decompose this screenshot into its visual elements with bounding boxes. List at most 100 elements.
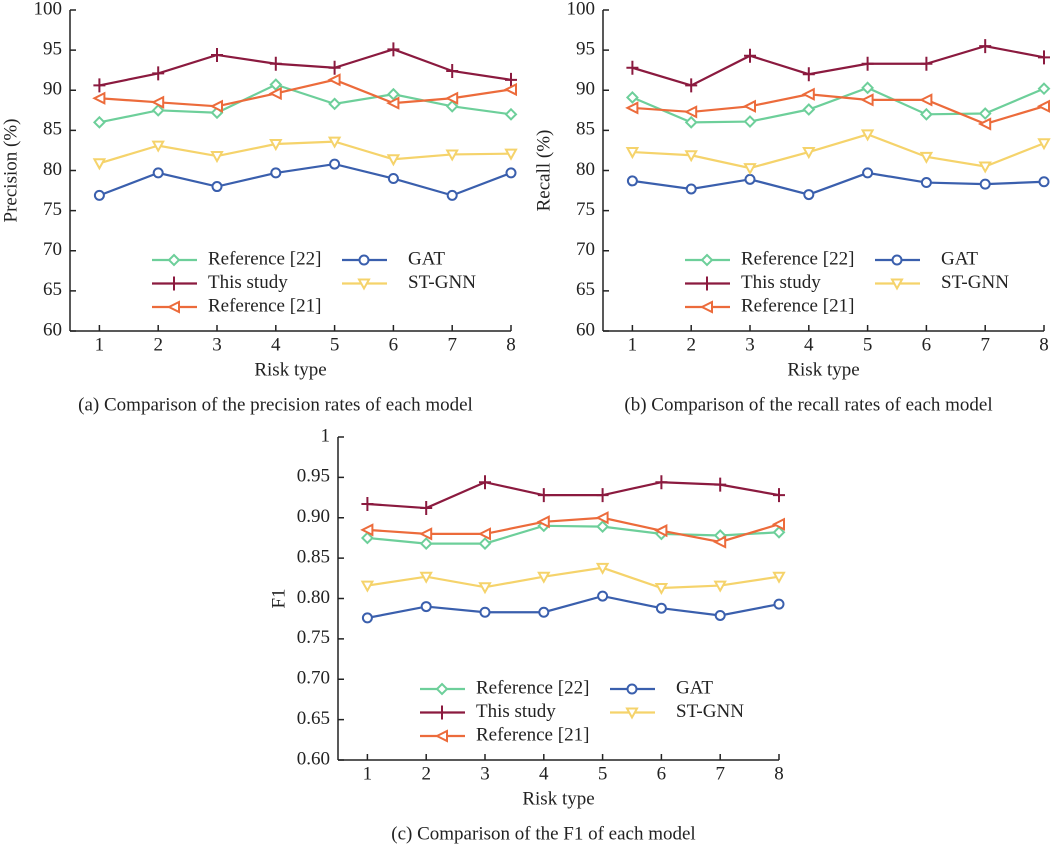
marker	[478, 582, 492, 595]
marker	[386, 87, 400, 101]
marker	[596, 520, 610, 534]
y-axis-label: Precision (%)	[0, 119, 21, 223]
marker	[1037, 82, 1051, 96]
y-tick-label: 0.80	[297, 587, 330, 608]
marker	[1038, 50, 1050, 65]
x-tick-label: 2	[421, 763, 431, 784]
series-line	[99, 78, 512, 108]
marker	[890, 278, 904, 291]
marker	[166, 300, 180, 314]
legend-label: Reference [21]	[476, 724, 589, 745]
marker	[655, 602, 667, 614]
legend-label: ST-GNN	[408, 272, 476, 293]
marker	[597, 590, 609, 602]
marker	[801, 87, 815, 101]
legend-label: Reference [22]	[208, 248, 321, 269]
marker	[537, 571, 551, 584]
legend-label: Reference [22]	[741, 248, 854, 269]
marker	[861, 81, 875, 95]
marker	[919, 93, 933, 107]
marker	[435, 682, 449, 696]
marker	[891, 254, 903, 266]
y-tick-label: 75	[43, 199, 62, 220]
marker	[919, 151, 934, 164]
x-tick-label: 7	[980, 334, 990, 355]
marker	[445, 149, 459, 162]
marker	[537, 488, 550, 503]
x-tick-label: 3	[212, 334, 222, 355]
marker	[772, 525, 786, 539]
y-tick-label: 0.70	[297, 668, 330, 689]
marker	[920, 177, 932, 189]
marker	[505, 72, 517, 87]
y-axis-label: Recall (%)	[533, 130, 554, 212]
series-line	[99, 48, 512, 87]
marker	[328, 97, 342, 111]
legend-label: Reference [21]	[741, 295, 854, 316]
x-tick-label: 7	[715, 763, 725, 784]
marker	[505, 167, 517, 179]
marker	[93, 189, 105, 201]
marker	[979, 178, 991, 190]
marker	[92, 158, 107, 171]
marker	[420, 601, 432, 613]
marker	[504, 107, 518, 121]
y-tick-label: 60	[576, 319, 595, 340]
marker	[626, 683, 638, 695]
marker	[419, 537, 433, 551]
marker	[209, 99, 223, 113]
marker	[1038, 176, 1050, 188]
y-tick-label: 75	[576, 199, 595, 220]
marker	[772, 571, 786, 584]
marker	[168, 276, 180, 291]
y-axis-label: F1	[268, 588, 289, 608]
y-tick-label: 0.60	[297, 748, 330, 769]
series-line	[631, 86, 1045, 124]
marker	[919, 107, 933, 121]
series-line	[367, 516, 780, 544]
series-line	[99, 140, 512, 165]
marker	[978, 107, 992, 120]
caption: (b) Comparison of the recall rates of ea…	[624, 394, 992, 415]
y-tick-label: 60	[43, 319, 62, 340]
marker	[268, 86, 282, 101]
x-tick-label: 3	[480, 763, 490, 784]
x-tick-label: 1	[95, 334, 105, 355]
marker	[744, 173, 756, 185]
marker	[210, 151, 224, 164]
y-tick-label: 100	[567, 0, 596, 19]
marker	[744, 48, 756, 63]
y-tick-label: 85	[576, 119, 595, 140]
marker	[595, 511, 609, 525]
x-tick-label: 5	[330, 334, 340, 355]
marker	[479, 606, 491, 618]
marker	[654, 524, 668, 538]
x-tick-label: 6	[922, 334, 932, 355]
y-tick-label: 0.65	[297, 708, 330, 729]
legend-label: Reference [21]	[208, 295, 321, 316]
series-line	[367, 524, 780, 545]
x-tick-label: 2	[153, 334, 163, 355]
marker	[743, 115, 757, 128]
marker	[151, 140, 165, 153]
marker	[329, 158, 341, 170]
x-tick-label: 1	[628, 334, 638, 355]
marker	[538, 606, 550, 618]
marker	[387, 42, 400, 57]
marker	[595, 562, 610, 575]
marker	[361, 497, 374, 512]
x-tick-label: 6	[657, 763, 667, 784]
series-line	[632, 93, 1045, 126]
marker	[803, 189, 815, 201]
marker	[714, 477, 727, 492]
marker	[596, 488, 609, 503]
x-tick-label: 8	[774, 763, 784, 784]
legend-label: ST-GNN	[676, 701, 744, 722]
x-tick-label: 5	[598, 763, 608, 784]
marker	[211, 47, 223, 62]
x-tick-label: 4	[804, 334, 814, 355]
marker	[152, 167, 164, 179]
marker	[802, 67, 815, 82]
legend-label: This study	[208, 272, 288, 293]
marker	[446, 63, 459, 78]
